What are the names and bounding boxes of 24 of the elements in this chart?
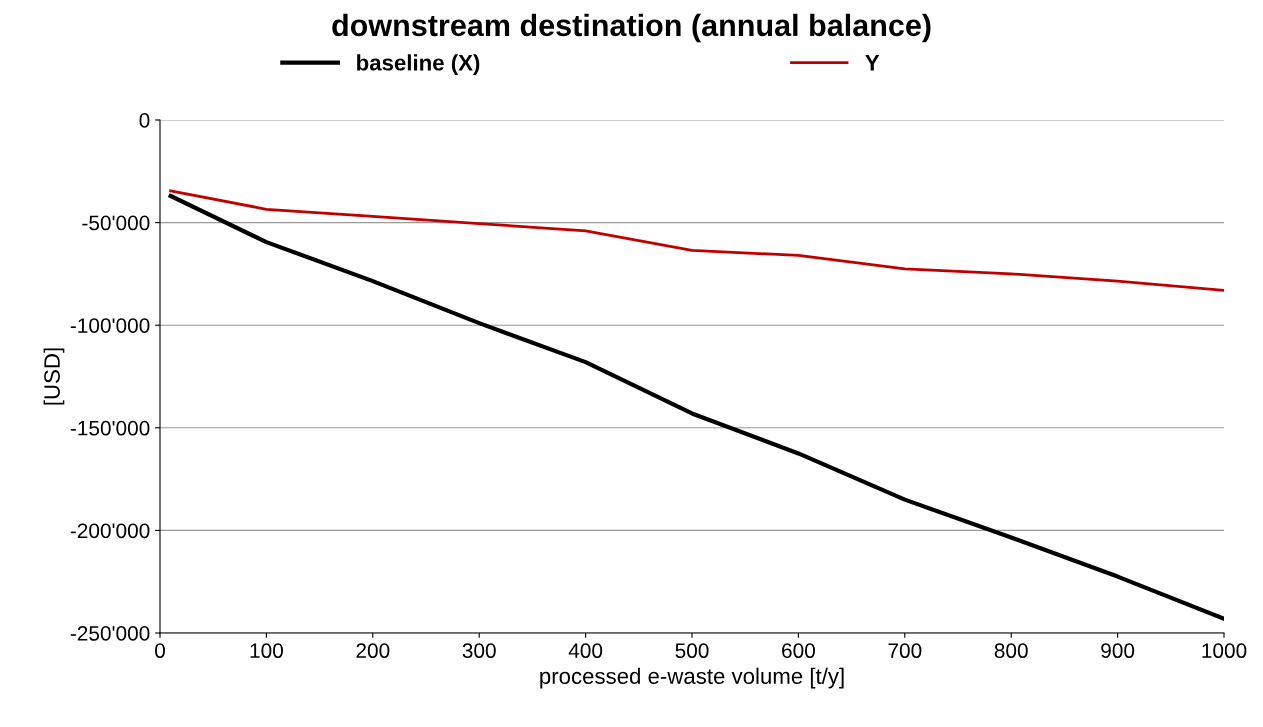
x-tick-label: 0	[155, 643, 165, 659]
x-axis-title: processed e-waste volume [t/y]	[540, 667, 844, 689]
x-tick-label: 400	[568, 643, 603, 659]
line-series	[169, 189, 1224, 292]
y-tick-label: -200'000	[70, 523, 150, 539]
x-tick-label: 300	[462, 643, 496, 659]
legend-label: baseline (X)	[357, 54, 480, 75]
legend-label: Y	[865, 55, 880, 71]
y-tick-label: -50'000	[82, 215, 150, 231]
x-tick-label: 1000	[1202, 643, 1247, 659]
x-tick-label: 100	[250, 643, 283, 659]
y-axis-title: [USD]	[43, 348, 65, 405]
line-series	[168, 193, 1224, 621]
x-tick-label: 200	[356, 643, 390, 659]
x-tick-label: 600	[782, 643, 815, 659]
y-tick-label: -150'000	[70, 420, 150, 436]
y-tick-label: -100'000	[70, 318, 150, 333]
y-tick-label: 0	[139, 113, 150, 128]
x-tick-label: 700	[888, 643, 922, 659]
y-tick-label: -250'000	[70, 626, 150, 641]
chart-title: downstream destination (annual balance)	[332, 13, 931, 43]
x-tick-label: 800	[994, 643, 1028, 659]
x-tick-label: 900	[1101, 643, 1135, 659]
x-tick-label: 500	[675, 643, 709, 659]
